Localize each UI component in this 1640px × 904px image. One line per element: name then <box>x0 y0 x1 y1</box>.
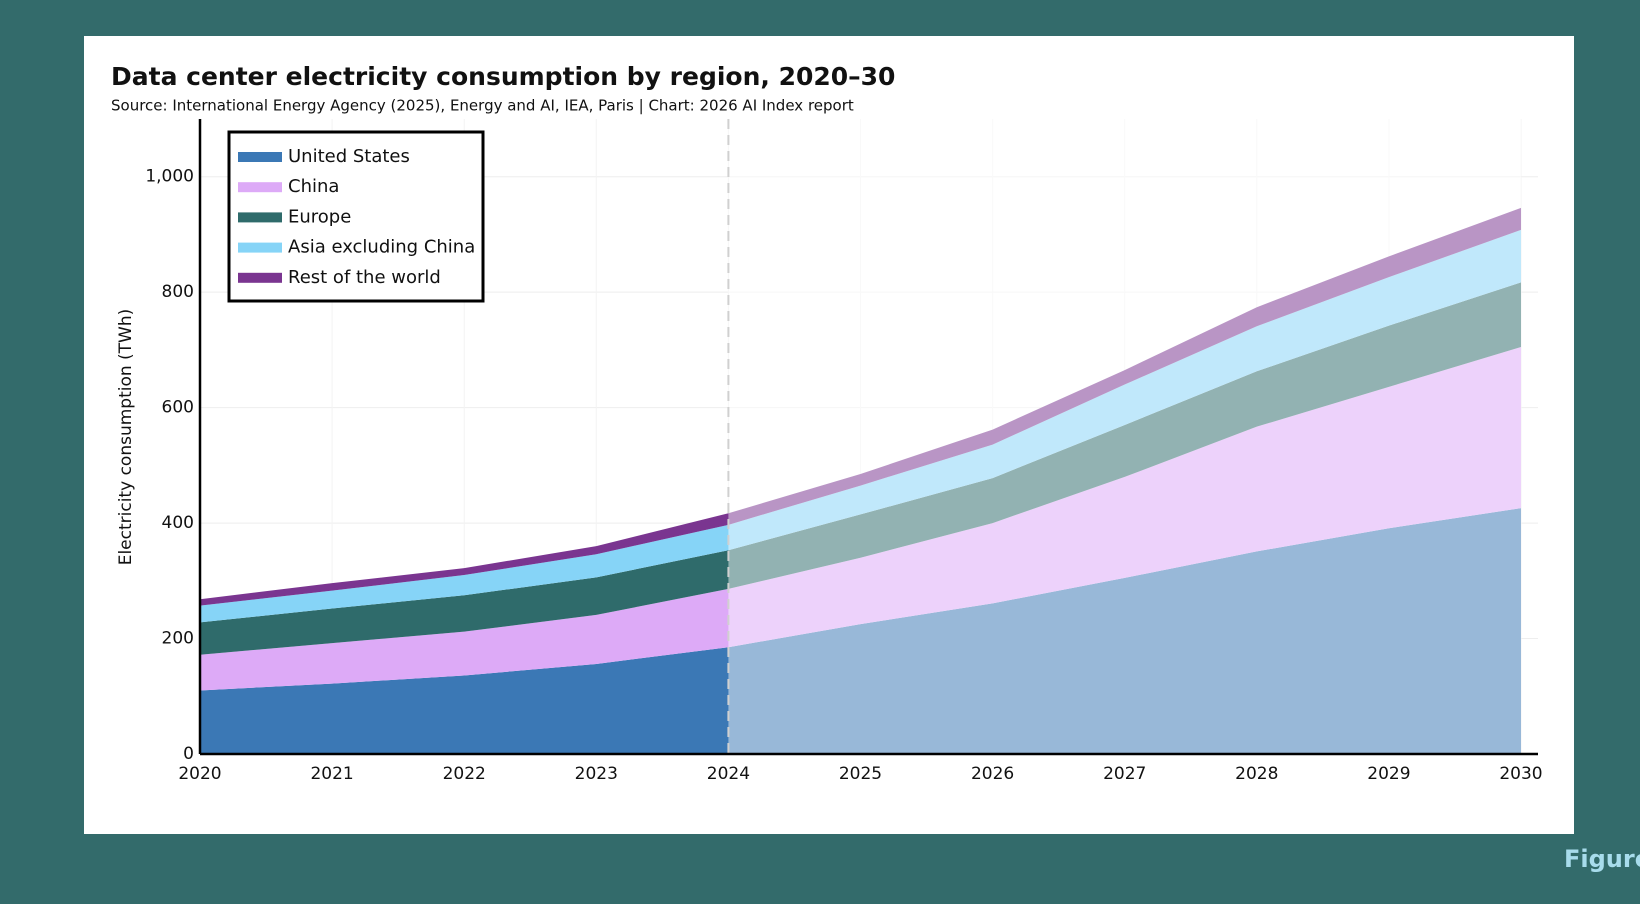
y-tick-label: 0 <box>183 744 194 764</box>
x-tick-label: 2027 <box>1103 764 1146 784</box>
projection-shade <box>728 119 1521 754</box>
area <box>200 347 1521 691</box>
legend-swatch <box>238 152 282 162</box>
x-tick-label: 2026 <box>971 764 1014 784</box>
x-tick-label: 2023 <box>575 764 618 784</box>
legend-label: United States <box>288 146 410 167</box>
legend-swatch <box>238 242 282 253</box>
legend-label: Europe <box>288 206 351 227</box>
y-tick-label: 200 <box>162 629 194 649</box>
x-tick-label: 2029 <box>1367 764 1410 784</box>
y-tick-label: 600 <box>162 398 194 418</box>
x-tick-label: 2030 <box>1499 764 1542 784</box>
y-axis-label: Electricity consumption (TWh) <box>116 309 136 566</box>
x-tick-label: 2020 <box>178 764 221 784</box>
x-tick-label: 2022 <box>443 764 486 784</box>
footer: Figure <box>1564 845 1640 873</box>
legend-label: Rest of the world <box>288 267 441 288</box>
x-tick-label: 2028 <box>1235 764 1278 784</box>
legend-label: Asia excluding China <box>288 237 475 258</box>
x-tick-label: 2021 <box>310 764 353 784</box>
y-tick-label: 400 <box>162 513 194 533</box>
legend-label: China <box>288 176 339 197</box>
legend-swatch <box>238 212 282 223</box>
x-tick-label: 2025 <box>839 764 882 784</box>
area <box>200 508 1521 754</box>
area <box>200 282 1521 655</box>
legend-swatch <box>238 272 282 283</box>
y-tick-label: 1,000 <box>145 167 194 187</box>
y-tick-label: 800 <box>162 282 194 302</box>
legend-swatch <box>238 182 282 193</box>
chart-title: Data center electricity consumption by r… <box>111 62 895 91</box>
x-tick-label: 2024 <box>707 764 750 784</box>
chart-subtitle: Source: International Energy Agency (202… <box>111 97 854 115</box>
